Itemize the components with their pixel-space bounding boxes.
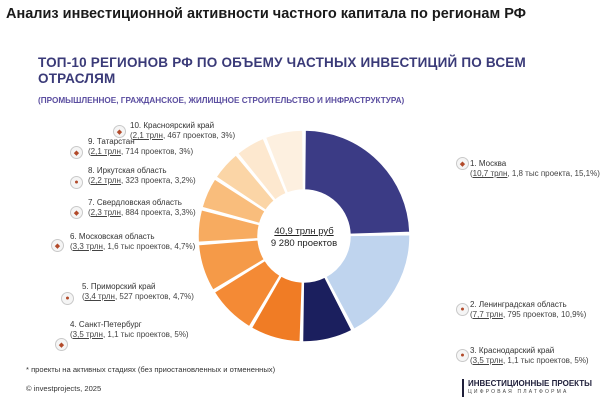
copyright: © investprojects, 2025 [26,384,102,393]
region-emblem-icon: ● [456,303,469,316]
legend-region-detail: (3,4 трлн, 527 проектов, 4,7%) [82,292,194,301]
donut-slice-9 [214,153,276,212]
legend-region-stats: , 1,6 тыс проектов, 4,7%) [102,242,196,251]
chart-heading: ТОП-10 РЕГИОНОВ РФ ПО ОБЪЕМУ ЧАСТНЫХ ИНВ… [38,55,526,86]
legend-item: 4. Санкт-Петербург (3,5 трлн, 1,1 тыс про… [70,320,189,340]
legend-region-stats: , 884 проекта, 3,3%) [120,208,196,217]
legend-region-detail: (10,7 трлн, 1,8 тыс проекта, 15,1%) [470,169,600,178]
donut-slice-5 [213,259,282,328]
legend-region-stats: , 1,1 тыс проектов, 5%) [102,330,189,339]
region-emblem-icon: ◆ [55,338,68,351]
legend-item: 2. Ленинградская область (7,7 трлн, 795 п… [470,300,586,320]
legend-region-detail: (2,1 трлн, 467 проектов, 3%) [130,131,236,140]
legend-region-stats: , 714 проектов, 3%) [120,147,194,156]
region-emblem-icon: ● [456,349,469,362]
donut-slice-2 [324,233,411,331]
region-emblem-icon: ◆ [51,239,64,252]
legend-region-value: 3,5 трлн [472,356,503,365]
donut-slice-3 [301,275,354,343]
legend-region-name: 7. Свердловская область [88,198,182,207]
region-emblem-icon: ● [70,176,83,189]
region-emblem-icon: ◆ [70,206,83,219]
donut-hole [259,191,349,281]
legend-region-value: 10,7 трлн [472,169,508,178]
donut-slice-remainder [264,129,305,195]
chart-subheading: (ПРОМЫШЛЕННОЕ, ГРАЖДАНСКОЕ, ЖИЛИЩНОЕ СТР… [38,96,405,105]
legend-region-value: 2,1 трлн [90,147,121,156]
legend-region-detail: (2,2 трлн, 323 проекта, 3,2%) [88,176,196,185]
legend-item: 3. Краснодарский край (3,5 трлн, 1,1 тыс … [470,346,589,366]
region-emblem-icon: ◆ [113,125,126,138]
legend-region-name: 9. Татарстан [88,137,135,146]
legend-region-name: 3. Краснодарский край [470,346,555,355]
legend-region-name: 4. Санкт-Петербург [70,320,142,329]
legend-region-value: 3,3 трлн [72,242,103,251]
legend-region-stats: , 467 проектов, 3%) [162,131,236,140]
legend-region-detail: (3,3 трлн, 1,6 тыс проектов, 4,7%) [70,242,196,251]
total-value: 40,9 трлн руб [274,226,334,237]
legend-region-detail: (3,5 трлн, 1,1 тыс проектов, 5%) [470,356,589,365]
legend-region-detail: (3,5 трлн, 1,1 тыс проектов, 5%) [70,330,189,339]
brand-logo: ИНВЕСТИЦИОННЫЕ ПРОЕКТЫ ЦИФРОВАЯ ПЛАТФОРМ… [462,379,592,397]
legend-region-name: 1. Москва [470,159,507,168]
legend-region-stats: , 795 проектов, 10,9%) [502,310,587,319]
legend-region-name: 10. Красноярский край [130,121,215,130]
legend-item: 7. Свердловская область (2,3 трлн, 884 пр… [88,198,196,218]
legend-region-stats: , 1,8 тыс проекта, 15,1%) [507,169,600,178]
region-emblem-icon: ◆ [456,157,469,170]
chart-center-label: 40,9 трлн руб 9 280 проектов [246,226,362,250]
brand-tagline: ЦИФРОВАЯ ПЛАТФОРМА [468,389,569,395]
donut-slice-8 [200,177,267,225]
legend-region-stats: , 527 проектов, 4,7%) [114,292,194,301]
legend-region-detail: (2,3 трлн, 884 проекта, 3,3%) [88,208,196,217]
legend-region-value: 2,1 трлн [132,131,163,140]
donut-slice-4 [250,274,304,343]
legend-region-value: 2,2 трлн [90,176,121,185]
legend-region-value: 3,4 трлн [84,292,115,301]
legend-item: 9. Татарстан (2,1 трлн, 714 проектов, 3%) [88,137,193,157]
legend-region-value: 2,3 трлн [90,208,121,217]
legend-item: 5. Приморский край (3,4 трлн, 527 проекто… [82,282,194,302]
donut-slice-7 [197,208,261,244]
legend-region-stats: , 1,1 тыс проектов, 5%) [502,356,589,365]
region-emblem-icon: ● [61,292,74,305]
donut-slice-6 [197,238,266,292]
donut-slice-1 [303,129,411,236]
page-title: Анализ инвестиционной активности частног… [6,6,527,22]
total-projects: 9 280 проектов [270,238,338,249]
legend-item: 6. Московская область (3,3 трлн, 1,6 тыс … [70,232,195,252]
donut-slice-10 [236,137,288,202]
legend-region-value: 7,7 трлн [472,310,503,319]
legend-item: 8. Иркутская область (2,2 трлн, 323 проек… [88,166,196,186]
legend-region-detail: (7,7 трлн, 795 проектов, 10,9%) [470,310,587,319]
legend-item: 10. Красноярский край (2,1 трлн, 467 прое… [130,121,235,141]
legend-region-stats: , 323 проекта, 3,2%) [120,176,196,185]
legend-region-detail: (2,1 трлн, 714 проектов, 3%) [88,147,194,156]
legend-item: 1. Москва (10,7 трлн, 1,8 тыс проекта, 15… [470,159,600,179]
legend-region-name: 2. Ленинградская область [470,300,567,309]
legend-region-name: 8. Иркутская область [88,166,167,175]
legend-region-name: 6. Московская область [70,232,155,241]
region-emblem-icon: ◆ [70,146,83,159]
brand-name: ИНВЕСТИЦИОННЫЕ ПРОЕКТЫ [468,379,592,388]
legend-region-name: 5. Приморский край [82,282,156,291]
footnote: * проекты на активных стадиях (без приос… [26,365,276,374]
legend-region-value: 3,5 трлн [72,330,103,339]
